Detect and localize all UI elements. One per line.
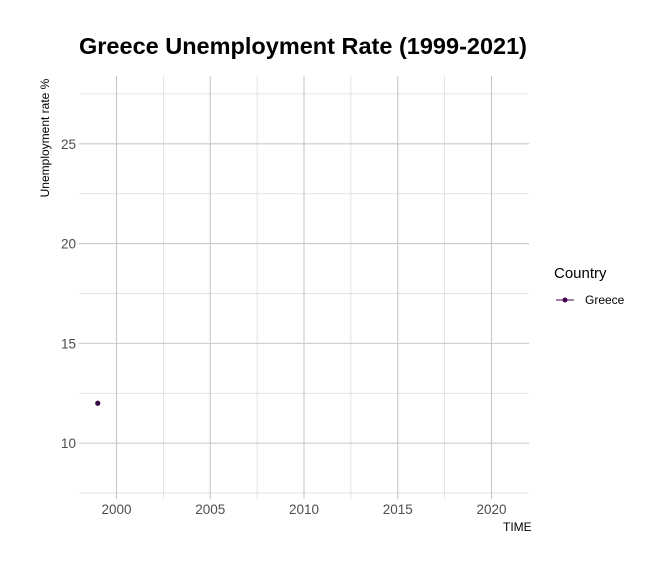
x-axis-label: TIME <box>503 520 532 534</box>
x-tick-label: 2015 <box>383 502 413 517</box>
data-point <box>95 400 101 406</box>
x-tick-label: 2005 <box>195 502 225 517</box>
y-tick-label: 15 <box>61 336 76 351</box>
x-tick-label: 2000 <box>101 502 131 517</box>
x-tick-label: 2020 <box>476 502 506 517</box>
y-tick-label: 25 <box>61 137 76 152</box>
x-tick-label: 2010 <box>289 502 319 517</box>
y-tick-label: 10 <box>61 436 76 451</box>
chart-title: Greece Unemployment Rate (1999-2021) <box>79 33 528 59</box>
legend-title: Country <box>554 265 607 282</box>
y-tick-label: 20 <box>61 237 76 252</box>
legend-key-greece <box>556 297 574 303</box>
y-axis-label: Unemployment rate % <box>38 78 52 198</box>
legend-label-greece: Greece <box>585 293 625 307</box>
